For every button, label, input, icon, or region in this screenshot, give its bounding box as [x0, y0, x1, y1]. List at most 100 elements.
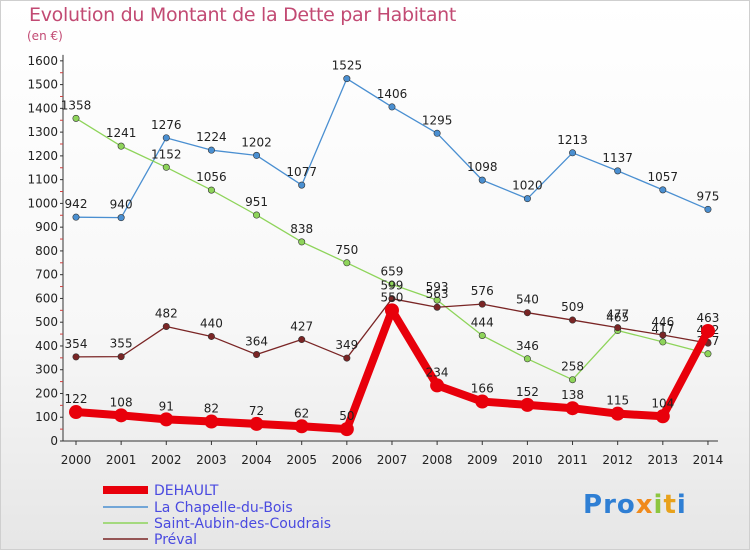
data-point[interactable] — [430, 378, 445, 393]
data-point[interactable] — [659, 331, 667, 339]
legend-label-3[interactable]: Saint-Aubin-des-Coudrais — [154, 516, 331, 532]
data-point[interactable] — [610, 406, 625, 421]
data-point[interactable] — [704, 350, 712, 358]
data-point[interactable] — [249, 416, 264, 431]
data-point[interactable] — [253, 351, 261, 359]
data-point[interactable] — [162, 163, 170, 171]
legend-label-4[interactable]: Préval — [154, 532, 197, 548]
data-point[interactable] — [388, 295, 396, 303]
data-point[interactable] — [207, 332, 215, 340]
x-tick-label: 2005 — [286, 453, 317, 467]
data-point[interactable] — [523, 355, 531, 363]
data-label: 477 — [606, 308, 629, 322]
data-label: 122 — [65, 392, 88, 406]
data-point[interactable] — [478, 176, 486, 184]
data-point[interactable] — [253, 211, 261, 219]
data-label: 152 — [516, 385, 539, 399]
x-tick-label: 2009 — [467, 453, 498, 467]
y-tick-label: 700 — [35, 268, 58, 282]
data-point[interactable] — [159, 412, 174, 427]
data-label: 1137 — [602, 151, 633, 165]
legend-label-1[interactable]: DEHAULT — [154, 483, 219, 499]
data-label: 1241 — [106, 126, 137, 140]
data-label: 354 — [65, 337, 88, 351]
data-point[interactable] — [298, 336, 306, 344]
legend-label-2[interactable]: La Chapelle-du-Bois — [154, 500, 293, 516]
data-point[interactable] — [384, 303, 399, 318]
data-point[interactable] — [343, 354, 351, 362]
data-point[interactable] — [253, 151, 261, 159]
logo-letter: r — [603, 490, 617, 520]
data-point[interactable] — [569, 149, 577, 157]
data-point[interactable] — [659, 186, 667, 194]
data-label: 576 — [471, 284, 494, 298]
data-point[interactable] — [162, 322, 170, 330]
y-tick-label: 600 — [35, 291, 58, 305]
x-tick-label: 2014 — [693, 453, 724, 467]
data-point[interactable] — [523, 309, 531, 317]
data-point[interactable] — [569, 376, 577, 384]
data-point[interactable] — [659, 338, 667, 346]
data-point[interactable] — [343, 259, 351, 267]
logo-letter: i — [676, 490, 687, 520]
y-tick-label: 200 — [35, 386, 58, 400]
data-point[interactable] — [72, 114, 80, 122]
data-label: 838 — [290, 222, 313, 236]
data-point[interactable] — [704, 205, 712, 213]
y-tick-label: 1400 — [27, 101, 58, 115]
y-tick-label: 1200 — [27, 149, 58, 163]
y-tick-label: 500 — [35, 315, 58, 329]
data-point[interactable] — [520, 397, 535, 412]
x-tick-label: 2011 — [557, 453, 588, 467]
data-label: 940 — [110, 198, 133, 212]
data-point[interactable] — [614, 324, 622, 332]
data-point[interactable] — [478, 332, 486, 340]
data-point[interactable] — [114, 408, 129, 423]
data-label: 1098 — [467, 160, 498, 174]
data-point[interactable] — [433, 296, 441, 304]
data-point[interactable] — [433, 303, 441, 311]
data-label: 427 — [290, 320, 313, 334]
data-label: 1077 — [286, 165, 317, 179]
logo-letter: o — [616, 490, 636, 520]
y-tick-label: 900 — [35, 220, 58, 234]
data-point[interactable] — [343, 75, 351, 83]
data-label: 1152 — [151, 147, 182, 161]
data-label: 1213 — [557, 133, 588, 147]
data-point[interactable] — [117, 214, 125, 222]
x-tick-label: 2008 — [422, 453, 453, 467]
data-point[interactable] — [700, 323, 715, 338]
data-label: 550 — [381, 290, 404, 304]
data-label: 1406 — [377, 87, 408, 101]
data-point[interactable] — [72, 353, 80, 361]
data-point[interactable] — [388, 103, 396, 111]
data-label: 465 — [606, 311, 629, 325]
data-point[interactable] — [69, 405, 83, 420]
data-point[interactable] — [204, 414, 219, 429]
data-label: 463 — [697, 311, 720, 325]
data-point[interactable] — [655, 409, 670, 424]
data-point[interactable] — [569, 316, 577, 324]
data-point[interactable] — [207, 146, 215, 154]
data-label: 1295 — [422, 113, 453, 127]
data-point[interactable] — [339, 422, 354, 437]
data-point[interactable] — [433, 129, 441, 137]
data-point[interactable] — [72, 213, 80, 221]
data-point[interactable] — [207, 186, 215, 194]
data-point[interactable] — [117, 353, 125, 361]
data-point[interactable] — [162, 134, 170, 142]
y-tick-label: 1100 — [27, 173, 58, 187]
data-point[interactable] — [478, 300, 486, 308]
data-label: 234 — [426, 365, 449, 379]
data-point[interactable] — [475, 394, 490, 409]
data-label: 563 — [426, 287, 449, 301]
data-point[interactable] — [523, 195, 531, 203]
data-point[interactable] — [565, 401, 580, 416]
data-point[interactable] — [294, 419, 309, 434]
data-point[interactable] — [388, 280, 396, 288]
data-point[interactable] — [298, 181, 306, 189]
data-label: 115 — [606, 394, 629, 408]
data-point[interactable] — [298, 238, 306, 246]
data-point[interactable] — [614, 167, 622, 175]
data-point[interactable] — [117, 142, 125, 150]
